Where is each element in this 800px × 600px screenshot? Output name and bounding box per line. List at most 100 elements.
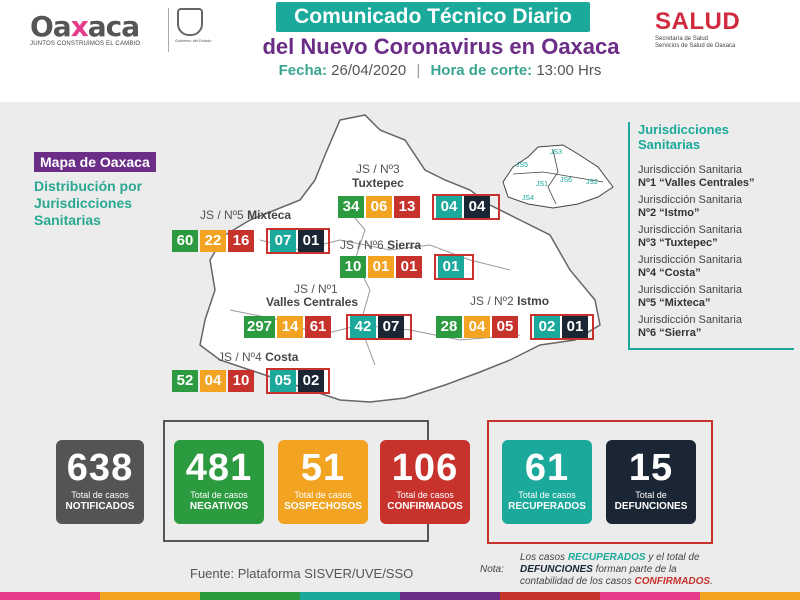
color-stripe [0, 592, 800, 600]
js3-outcomes: 04 04 [436, 196, 490, 218]
js4-frame [266, 368, 330, 394]
js-name: Tuxtepec [352, 176, 404, 190]
js-number: JS / Nº6 [340, 238, 384, 252]
negativos-value: 34 [338, 196, 364, 218]
footnote-text: RECUPERADOS [567, 552, 646, 563]
stat-negativos: 481 Total de casos NEGATIVOS [174, 440, 264, 524]
recuperados-value: 42 [350, 316, 376, 338]
js3-frame [432, 194, 500, 220]
js-name: Istmo [517, 294, 550, 308]
logo-tagline: JUNTOS CONSTRUIMOS EL CAMBIO [30, 41, 141, 47]
page-title: Comunicado Técnico Diario [276, 2, 590, 32]
defunciones-value: 07 [378, 316, 404, 338]
shield-icon [177, 8, 203, 36]
confirmados-value: 01 [396, 256, 422, 278]
outcomes-frame [487, 420, 713, 544]
js-number: JS / Nº1 [294, 282, 338, 296]
logo-word-part: aca [87, 10, 140, 43]
footnote-text: Los casos [520, 552, 568, 563]
confirmados-value: 10 [228, 370, 254, 392]
sospechosos-value: 14 [277, 316, 304, 338]
js6-values: 10 01 01 [340, 256, 422, 278]
js5-values: 60 22 16 [172, 230, 254, 252]
legend-item-pre: Jurisdicción Sanitaria [638, 254, 742, 266]
map-description-line: Distribución por [34, 178, 143, 194]
js-name: Valles Centrales [266, 295, 359, 309]
negativos-value: 10 [340, 256, 366, 278]
mini-label: JS4 [522, 195, 534, 202]
js-number: JS / Nº5 [200, 208, 244, 222]
js-number: JS / Nº4 [218, 350, 262, 364]
mini-label: JS2 [586, 179, 598, 186]
map-description-line: Jurisdicciones [34, 195, 133, 211]
legend-item: Jurisdicción Sanitaria Nº6 “Sierra” [638, 314, 793, 340]
negativos-value: 60 [172, 230, 198, 252]
stat-confirmados: 106 Total de casos CONFIRMADOS [380, 440, 470, 524]
legend-item-name: Nº4 “Costa” [638, 267, 701, 279]
legend-item: Jurisdicción Sanitaria Nº3 “Tuxtepec” [638, 224, 793, 250]
sospechosos-value: 22 [200, 230, 226, 252]
legend-title: Jurisdicciones Sanitarias [638, 122, 729, 152]
stat-label: Total de casos [396, 490, 454, 500]
stat-label: Total de casos [190, 490, 248, 500]
stat-label: Total de casos [294, 490, 352, 500]
legend-bar [628, 348, 794, 350]
stat-notificados: 638 Total de casos NOTIFICADOS [56, 440, 144, 524]
recuperados-value: 04 [436, 196, 462, 218]
stat-label: Total de casos [518, 490, 576, 500]
totals-frame [163, 540, 429, 542]
mini-map: JS5 JS3 JS6 JS1 JS2 JS4 [502, 144, 614, 209]
stat-label: SOSPECHOSOS [284, 501, 362, 512]
fecha-value: 26/04/2020 [331, 62, 407, 79]
sospechosos-value: 06 [366, 196, 392, 218]
js1-values: 297 14 61 [244, 316, 332, 338]
defunciones-value: 01 [298, 230, 324, 252]
map-description: Distribución por Jurisdicciones Sanitari… [34, 178, 174, 229]
stat-label: NEGATIVOS [189, 501, 249, 512]
legend-title-line: Jurisdicciones [638, 122, 730, 137]
js2-frame [530, 314, 594, 340]
footnote-label: Nota: [480, 564, 504, 575]
js-name: Sierra [387, 238, 422, 252]
negativos-value: 28 [436, 316, 462, 338]
js1-outcomes: 42 07 [350, 316, 404, 338]
page-subtitle: del Nuevo Coronavirus en Oaxaca [262, 34, 620, 59]
js4-outcomes: 05 02 [270, 370, 324, 392]
js3-label: JS / Nº3 [356, 162, 400, 176]
map-tag: Mapa de Oaxaca [34, 152, 156, 172]
sospechosos-value: 04 [200, 370, 226, 392]
government-seal: Gobierno del Estado [168, 8, 211, 52]
hora-value: 13:00 Hrs [536, 62, 602, 79]
js3-name: Tuxtepec [352, 176, 404, 190]
salud-logo: SALUD Secretaría de Salud Servicios de S… [655, 8, 775, 50]
defunciones-value: 01 [562, 316, 588, 338]
legend-bar [628, 122, 630, 350]
legend-title-line: Sanitarias [638, 137, 701, 152]
stat-number: 61 [524, 447, 570, 489]
stat-number: 481 [185, 447, 253, 489]
stat-number: 15 [628, 447, 674, 489]
js5-outcomes: 07 01 [270, 230, 324, 252]
logo-word-part: Oa [30, 10, 72, 43]
footnote-text: contabilidad de los casos [520, 576, 635, 587]
stat-label: Total de [635, 490, 667, 500]
js2-outcomes: 02 01 [534, 316, 588, 338]
stat-label: CONFIRMADOS [387, 501, 463, 512]
legend-item: Jurisdicción Sanitaria Nº2 “Istmo” [638, 194, 793, 220]
js2-values: 28 04 05 [436, 316, 518, 338]
recuperados-value: 01 [438, 256, 464, 278]
js1-label: JS / Nº1 [294, 282, 338, 296]
legend-item-name: Nº3 “Tuxtepec” [638, 237, 718, 249]
fecha-label: Fecha: [278, 62, 327, 79]
legend-item: Jurisdicción Sanitaria Nº1 “Valles Centra… [638, 164, 793, 190]
legend-item: Jurisdicción Sanitaria Nº4 “Costa” [638, 254, 793, 280]
js-number: JS / Nº2 [470, 294, 514, 308]
legend-item: Jurisdicción Sanitaria Nº5 “Mixteca” [638, 284, 793, 310]
js2-label: JS / Nº2 Istmo [470, 294, 549, 308]
map-description-line: Sanitarias [34, 212, 101, 228]
js1-name: Valles Centrales [266, 295, 358, 309]
source-note: Fuente: Plataforma SISVER/UVE/SSO [190, 566, 414, 581]
stat-label: NOTIFICADOS [65, 501, 135, 512]
salud-line: Servicios de Salud de Oaxaca [655, 43, 736, 49]
footnote-text: . [710, 576, 713, 587]
